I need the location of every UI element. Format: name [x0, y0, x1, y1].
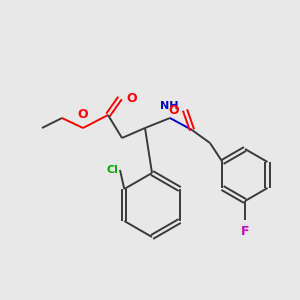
Text: F: F [241, 225, 249, 238]
Text: O: O [78, 108, 88, 121]
Text: NH: NH [160, 101, 178, 111]
Text: O: O [168, 103, 179, 116]
Text: Cl: Cl [106, 165, 118, 175]
Text: O: O [126, 92, 136, 104]
